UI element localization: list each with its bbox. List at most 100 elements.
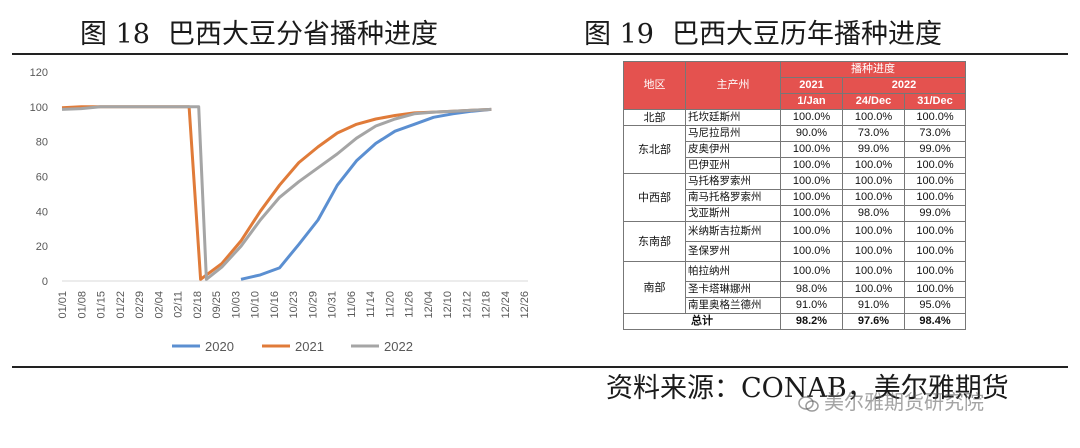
table-row: 南马托格罗索州 100.0% 100.0% 100.0% — [624, 189, 967, 206]
table-row: 北部 托坎廷斯州 100.0% 100.0% 100.0% — [623, 109, 967, 126]
header-year-2022: 2022 — [841, 77, 967, 94]
state-cell: 米纳斯吉拉斯州 — [685, 221, 781, 242]
header-region: 地区 — [623, 61, 686, 110]
watermark-text: 美尔雅期货研究院 — [824, 390, 984, 414]
value-cell: 98.0% — [842, 205, 905, 222]
value-cell: 100.0% — [780, 261, 843, 282]
x-tick-label: 02/11 — [173, 291, 185, 318]
x-tick-label: 10/29 — [307, 291, 319, 319]
state-cell: 圣卡塔琳娜州 — [685, 281, 781, 298]
figure-19-title: 图 19 巴西大豆历年播种进度 — [584, 12, 942, 51]
value-cell: 100.0% — [903, 221, 967, 242]
value-cell: 100.0% — [842, 157, 905, 174]
x-tick-label: 12/10 — [442, 291, 454, 319]
value-cell: 100.0% — [842, 189, 905, 206]
state-cell: 戈亚斯州 — [685, 205, 781, 222]
x-tick-label: 10/10 — [250, 291, 262, 319]
state-cell: 马托格罗索州 — [685, 173, 781, 190]
region-cell: 东北部 — [623, 125, 686, 174]
top-rule — [12, 53, 1068, 55]
series-lines — [61, 105, 492, 281]
value-cell: 73.0% — [903, 125, 967, 142]
table-row: 圣保罗州 100.0% 100.0% 100.0% — [624, 241, 967, 262]
value-cell: 100.0% — [780, 173, 843, 190]
x-tick-label: 01/01 — [57, 291, 69, 319]
x-tick-label: 11/20 — [384, 291, 396, 318]
region-cell: 中西部 — [623, 173, 686, 222]
header-year-2021: 2021 — [780, 77, 843, 94]
table-row: 东南部 米纳斯吉拉斯州 100.0% 100.0% 100.0% — [623, 221, 967, 262]
x-tick-label: 01/08 — [76, 291, 88, 319]
x-tick-label: 12/12 — [461, 291, 473, 319]
value-cell: 99.0% — [903, 205, 967, 222]
value-cell: 100.0% — [903, 281, 967, 298]
header-24dec: 24/Dec — [842, 93, 905, 110]
header-1jan: 1/Jan — [780, 93, 843, 110]
figure-18-text: 巴西大豆分省播种进度 — [167, 19, 438, 50]
state-cell: 巴伊亚州 — [685, 157, 781, 174]
x-tick-label: 12/24 — [500, 291, 512, 319]
x-tick-label: 11/14 — [365, 291, 377, 318]
x-tick-label: 10/16 — [269, 291, 281, 319]
series-line-2020 — [240, 107, 492, 281]
value-cell: 98.0% — [780, 281, 843, 298]
x-tick-label: 02/18 — [192, 291, 204, 319]
state-cell: 马尼拉昂州 — [685, 125, 781, 142]
value-cell: 91.0% — [842, 297, 905, 314]
state-cell: 圣保罗州 — [685, 241, 781, 262]
figure-18-number: 图 18 — [80, 19, 150, 50]
y-tick-label: 0 — [42, 276, 48, 288]
table-row: 东北部 马尼拉昂州 90.0% 73.0% 73.0% — [623, 125, 967, 174]
header-31dec: 31/Dec — [903, 93, 967, 110]
x-tick-label: 02/04 — [153, 291, 165, 319]
value-cell: 100.0% — [780, 221, 843, 242]
x-tick-label: 12/26 — [519, 291, 531, 319]
value-cell: 100.0% — [842, 109, 905, 126]
value-cell: 100.0% — [903, 261, 967, 282]
total-value: 98.2% — [780, 313, 843, 330]
y-tick-label: 20 — [36, 241, 48, 253]
figure-18-title: 图 18 巴西大豆分省播种进度 — [80, 12, 438, 51]
total-value: 97.6% — [842, 313, 905, 330]
header-progress: 播种进度 — [779, 61, 967, 78]
region-cell: 南部 — [623, 261, 686, 314]
value-cell: 99.0% — [842, 141, 905, 158]
value-cell: 100.0% — [780, 109, 843, 126]
value-cell: 100.0% — [903, 241, 967, 262]
total-label: 总计 — [623, 313, 781, 330]
watermark: 美尔雅期货研究院 — [798, 386, 984, 415]
state-cell: 帕拉纳州 — [685, 261, 781, 282]
x-tick-label: 09/25 — [211, 291, 223, 319]
value-cell: 100.0% — [780, 141, 843, 158]
source-note: 资料来源：CONAB，美尔雅期货 — [606, 373, 1009, 404]
x-tick-label: 01/22 — [115, 291, 127, 319]
x-tick-label: 10/03 — [230, 291, 242, 319]
table-row: 戈亚斯州 100.0% 98.0% 99.0% — [624, 205, 967, 222]
table-row: 中西部 马托格罗索州 100.0% 100.0% 100.0% — [623, 173, 967, 222]
series-line-2022 — [61, 105, 492, 281]
y-tick-label: 60 — [36, 172, 48, 184]
value-cell: 100.0% — [780, 189, 843, 206]
value-cell: 73.0% — [842, 125, 905, 142]
legend-label-2021: 2021 — [295, 339, 324, 354]
x-tick-label: 12/18 — [481, 291, 493, 319]
y-axis: 0 20 40 60 80 100 120 — [30, 67, 48, 288]
chart-legend: 2020 2021 2022 — [172, 339, 413, 354]
value-cell: 100.0% — [780, 241, 843, 262]
figure-19-number: 图 19 — [584, 19, 654, 50]
value-cell: 95.0% — [903, 297, 967, 314]
value-cell: 100.0% — [842, 173, 905, 190]
value-cell: 91.0% — [780, 297, 843, 314]
x-tick-label: 11/06 — [346, 291, 358, 318]
value-cell: 100.0% — [842, 281, 905, 298]
x-tick-label: 10/31 — [327, 291, 339, 319]
y-tick-label: 40 — [36, 206, 48, 218]
region-cell: 北部 — [623, 109, 686, 126]
value-cell: 100.0% — [842, 241, 905, 262]
value-cell: 100.0% — [903, 157, 967, 174]
table-row: 南里奥格兰德州 91.0% 91.0% 95.0% — [624, 297, 967, 314]
x-tick-label: 01/15 — [96, 291, 108, 319]
table-row: 南部 帕拉纳州 100.0% 100.0% 100.0% — [623, 261, 967, 314]
x-tick-label: 12/04 — [423, 291, 435, 319]
region-cell: 东南部 — [623, 221, 686, 262]
